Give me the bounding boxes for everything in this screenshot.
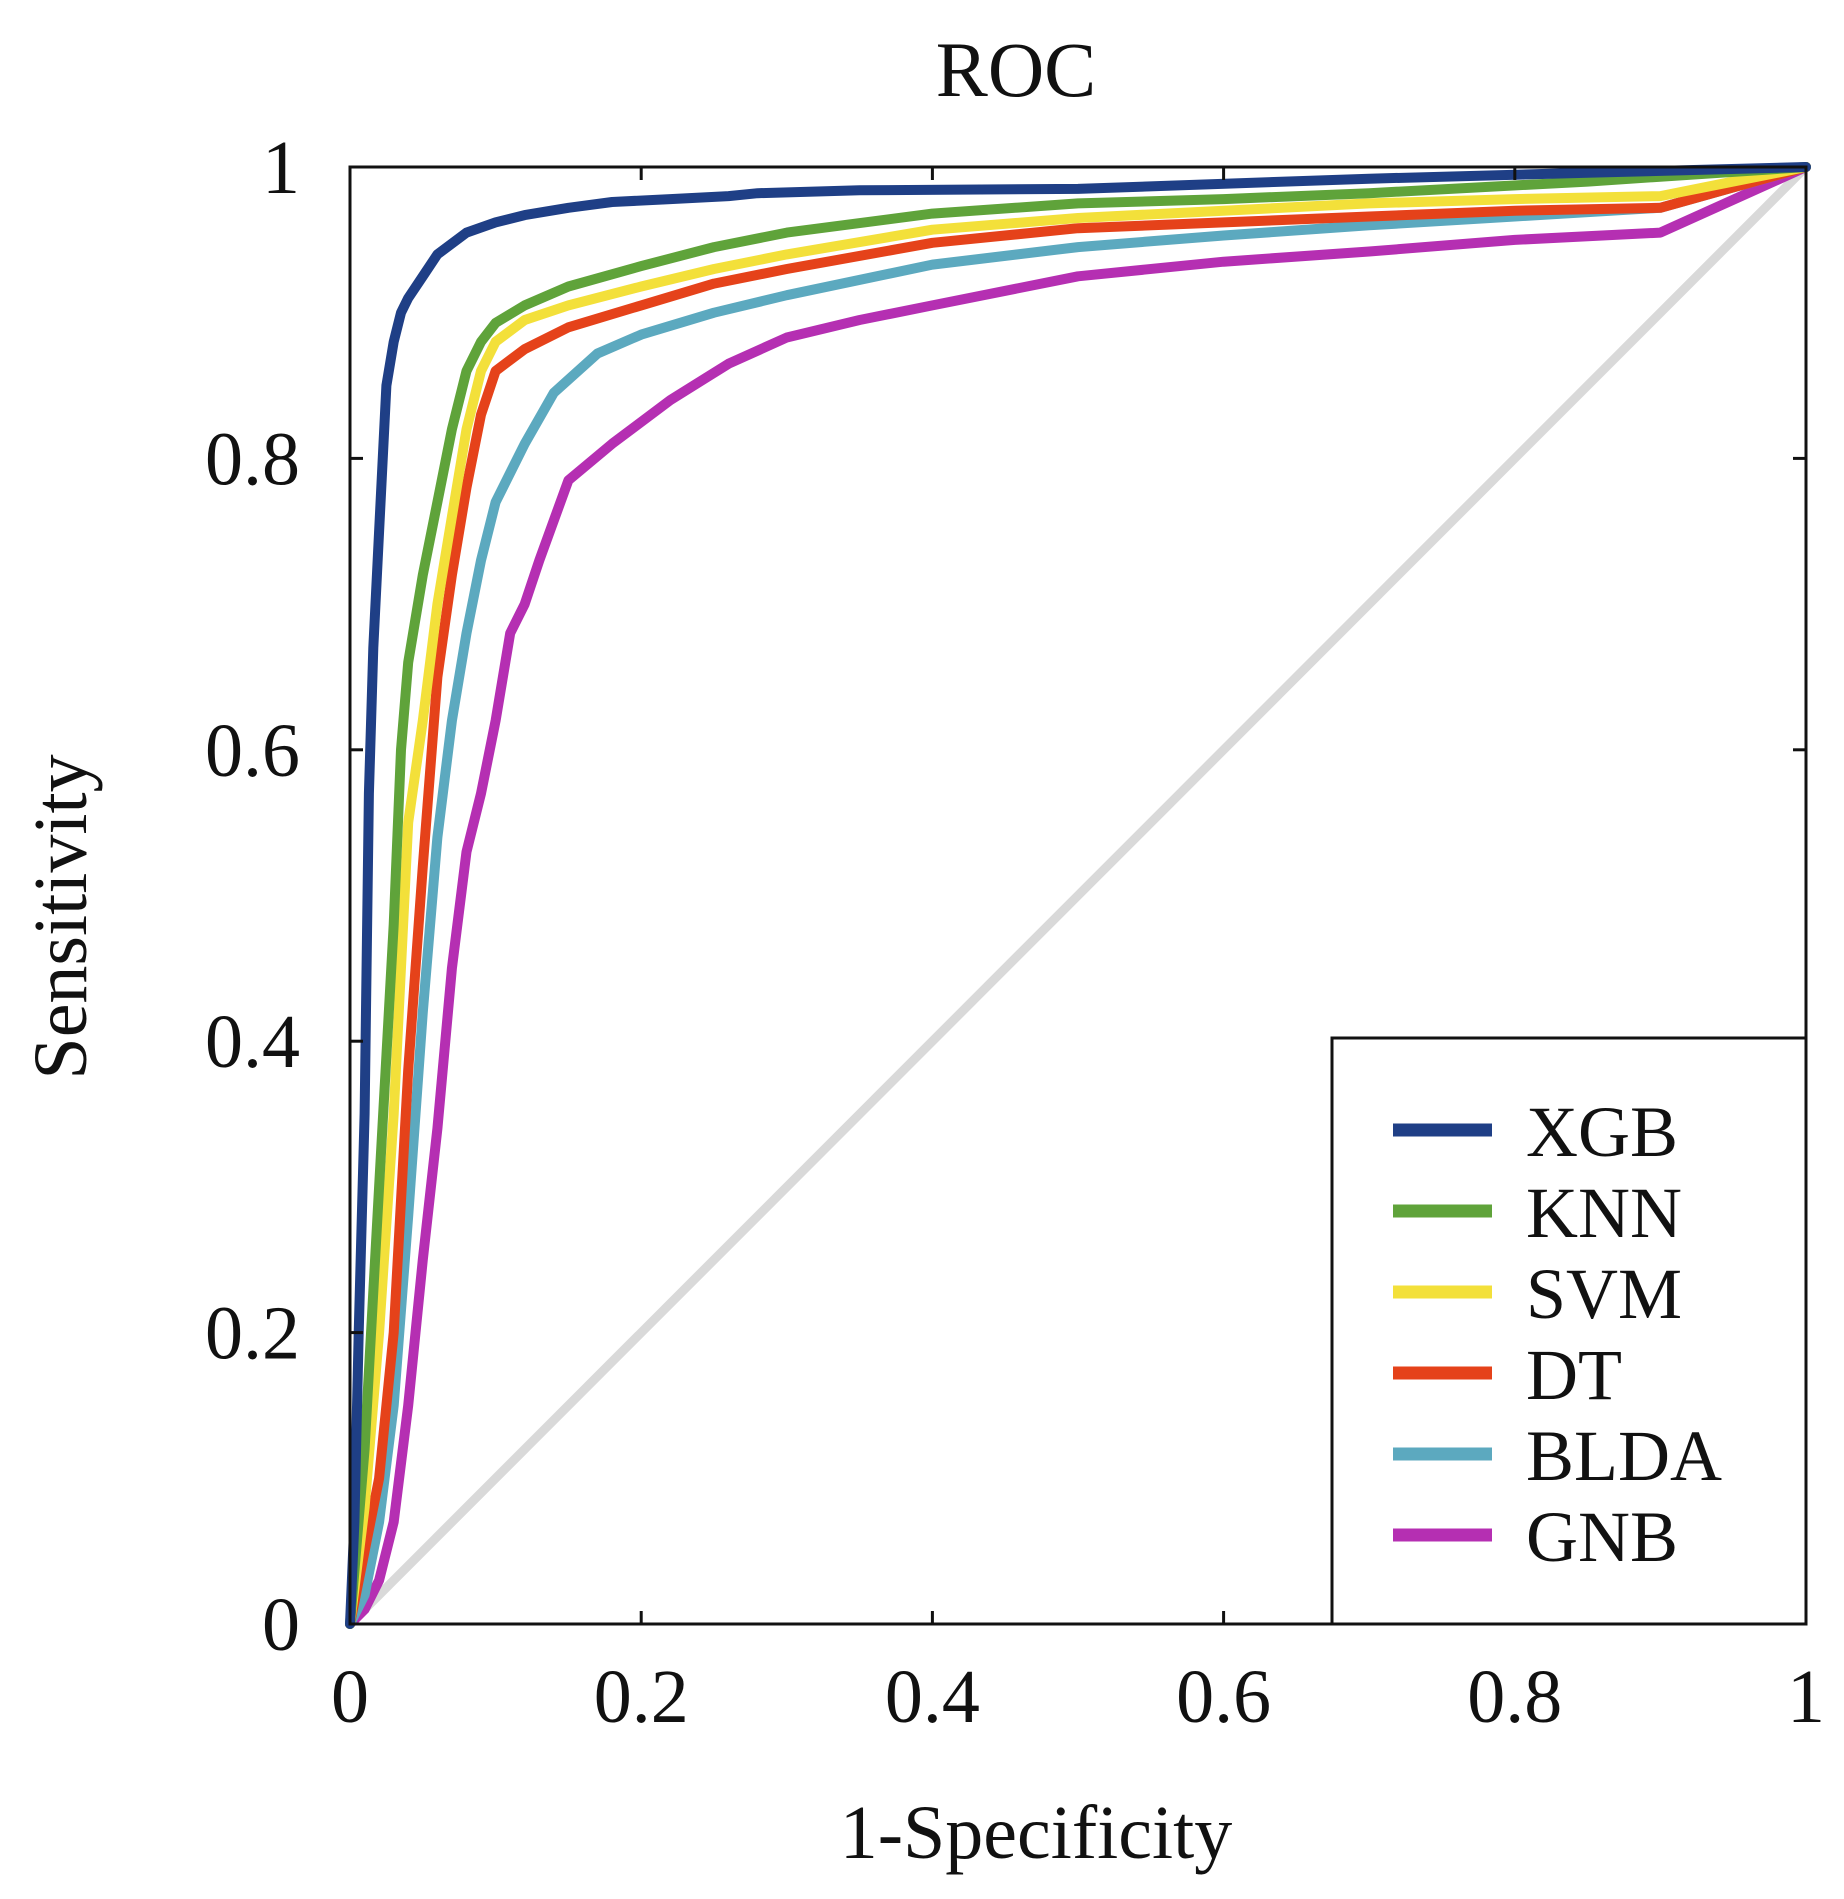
x-axis-label: 1-Specificity xyxy=(840,1791,1233,1875)
legend-item-dt: DT xyxy=(1393,1335,1622,1415)
x-tick-label: 0.2 xyxy=(594,1655,689,1739)
series-line-xgb xyxy=(345,162,1811,1629)
plot-area: 0 0.2 0.4 0.6 0.8 1 0 0.2 0.4 0.6 0.8 1 XGBKNNSVMDTB… xyxy=(205,126,1825,1739)
y-tick-label: 0.8 xyxy=(205,417,300,501)
axes-frame xyxy=(348,165,1808,1626)
y-tick-label: 1 xyxy=(262,126,300,210)
legend-label: GNB xyxy=(1526,1497,1678,1577)
x-tick-label: 0 xyxy=(331,1655,369,1739)
y-axis-label: Sensitivity xyxy=(19,754,103,1079)
series-line-knn xyxy=(345,162,1811,1629)
x-tick-label: 1 xyxy=(1787,1655,1825,1739)
legend-item-knn: KNN xyxy=(1393,1173,1682,1253)
legend-label: XGB xyxy=(1526,1092,1678,1172)
series-line-blda xyxy=(345,162,1811,1629)
reference-diagonal-line xyxy=(346,163,1810,1628)
x-tick-label: 0.4 xyxy=(885,1655,980,1739)
legend-label: DT xyxy=(1526,1335,1622,1415)
legend-item-blda: BLDA xyxy=(1393,1416,1722,1496)
chart-title: ROC xyxy=(936,26,1096,113)
y-tick-label: 0.2 xyxy=(205,1292,300,1376)
legend-item-xgb: XGB xyxy=(1393,1092,1678,1172)
x-tick-label: 0.8 xyxy=(1467,1655,1562,1739)
y-tick-label: 0.4 xyxy=(205,1000,300,1084)
legend-label: KNN xyxy=(1526,1173,1682,1253)
legend-label: BLDA xyxy=(1526,1416,1722,1496)
legend-label: SVM xyxy=(1526,1254,1682,1334)
legend-item-svm: SVM xyxy=(1393,1254,1682,1334)
x-tick-label: 0.6 xyxy=(1176,1655,1271,1739)
series-line-dt xyxy=(345,162,1811,1629)
series-line-gnb xyxy=(345,162,1811,1629)
series-line-svm xyxy=(345,162,1811,1629)
legend-item-gnb: GNB xyxy=(1393,1497,1678,1577)
y-tick-label: 0.6 xyxy=(205,709,300,793)
y-tick-label: 0 xyxy=(262,1583,300,1667)
